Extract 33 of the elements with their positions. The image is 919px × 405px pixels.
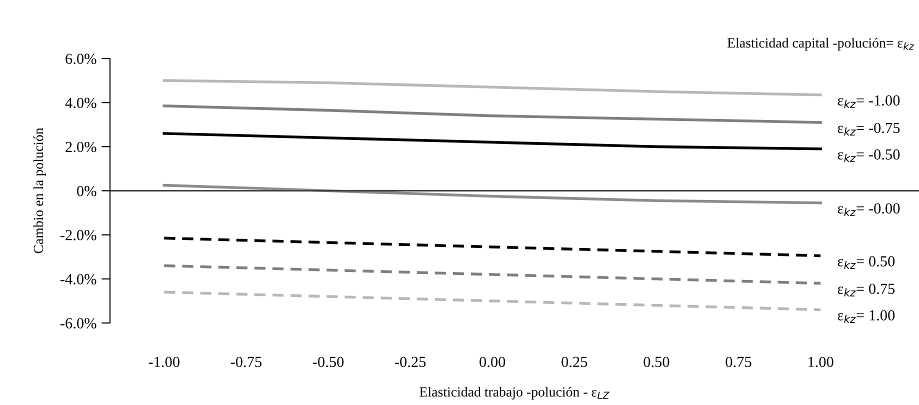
series-label: ε$_{kz}$= 1.00 xyxy=(838,310,895,323)
line-series xyxy=(162,184,822,204)
y-axis-title: Cambio en la polución xyxy=(33,128,46,254)
y-tick-label: 4.0% xyxy=(65,98,96,108)
series-label: ε$_{kz}$= 0.75 xyxy=(838,284,895,296)
y-tick-label: -6.0% xyxy=(60,318,96,329)
x-tick-label: -1.00 xyxy=(148,356,180,368)
x-tick-label: -0.25 xyxy=(394,356,426,368)
x-tick-label: -0.50 xyxy=(312,356,344,368)
series-label: ε$_{kz}$= -0.50 xyxy=(838,149,900,162)
x-tick-label: -0.75 xyxy=(230,356,262,368)
y-tick-label: 2.0% xyxy=(66,142,96,152)
series-label: ε$_{kz}$= -1.00 xyxy=(838,95,900,108)
y-tick-label: 6.0% xyxy=(66,54,96,64)
x-axis-title: Elasticidad trabajo -polución - ε$_{LZ}$ xyxy=(420,386,610,400)
x-tick-label: 0.50 xyxy=(644,356,670,368)
y-tick-label: -4.0% xyxy=(60,274,96,284)
line-series xyxy=(162,290,822,312)
y-tick-label: 0% xyxy=(77,186,96,196)
line-series xyxy=(162,236,822,258)
line-series xyxy=(162,104,822,124)
series-label: ε$_{kz}$= -0.75 xyxy=(838,122,900,136)
series-label: ε$_{kz}$= -0.00 xyxy=(838,203,900,216)
x-tick-label: 0.25 xyxy=(562,356,588,368)
x-tick-label: 0.75 xyxy=(726,356,752,368)
line-series xyxy=(162,79,822,96)
line-series xyxy=(162,132,822,150)
series-label: ε$_{kz}$= 0.50 xyxy=(838,256,895,269)
line-series xyxy=(162,264,822,285)
x-tick-label: 1.00 xyxy=(808,356,834,368)
y-tick-label: -2.0% xyxy=(60,230,96,240)
x-tick-label: 0.00 xyxy=(480,356,506,368)
text: Elasticidad capital -polución= ε$_{kz}$ xyxy=(727,38,914,50)
